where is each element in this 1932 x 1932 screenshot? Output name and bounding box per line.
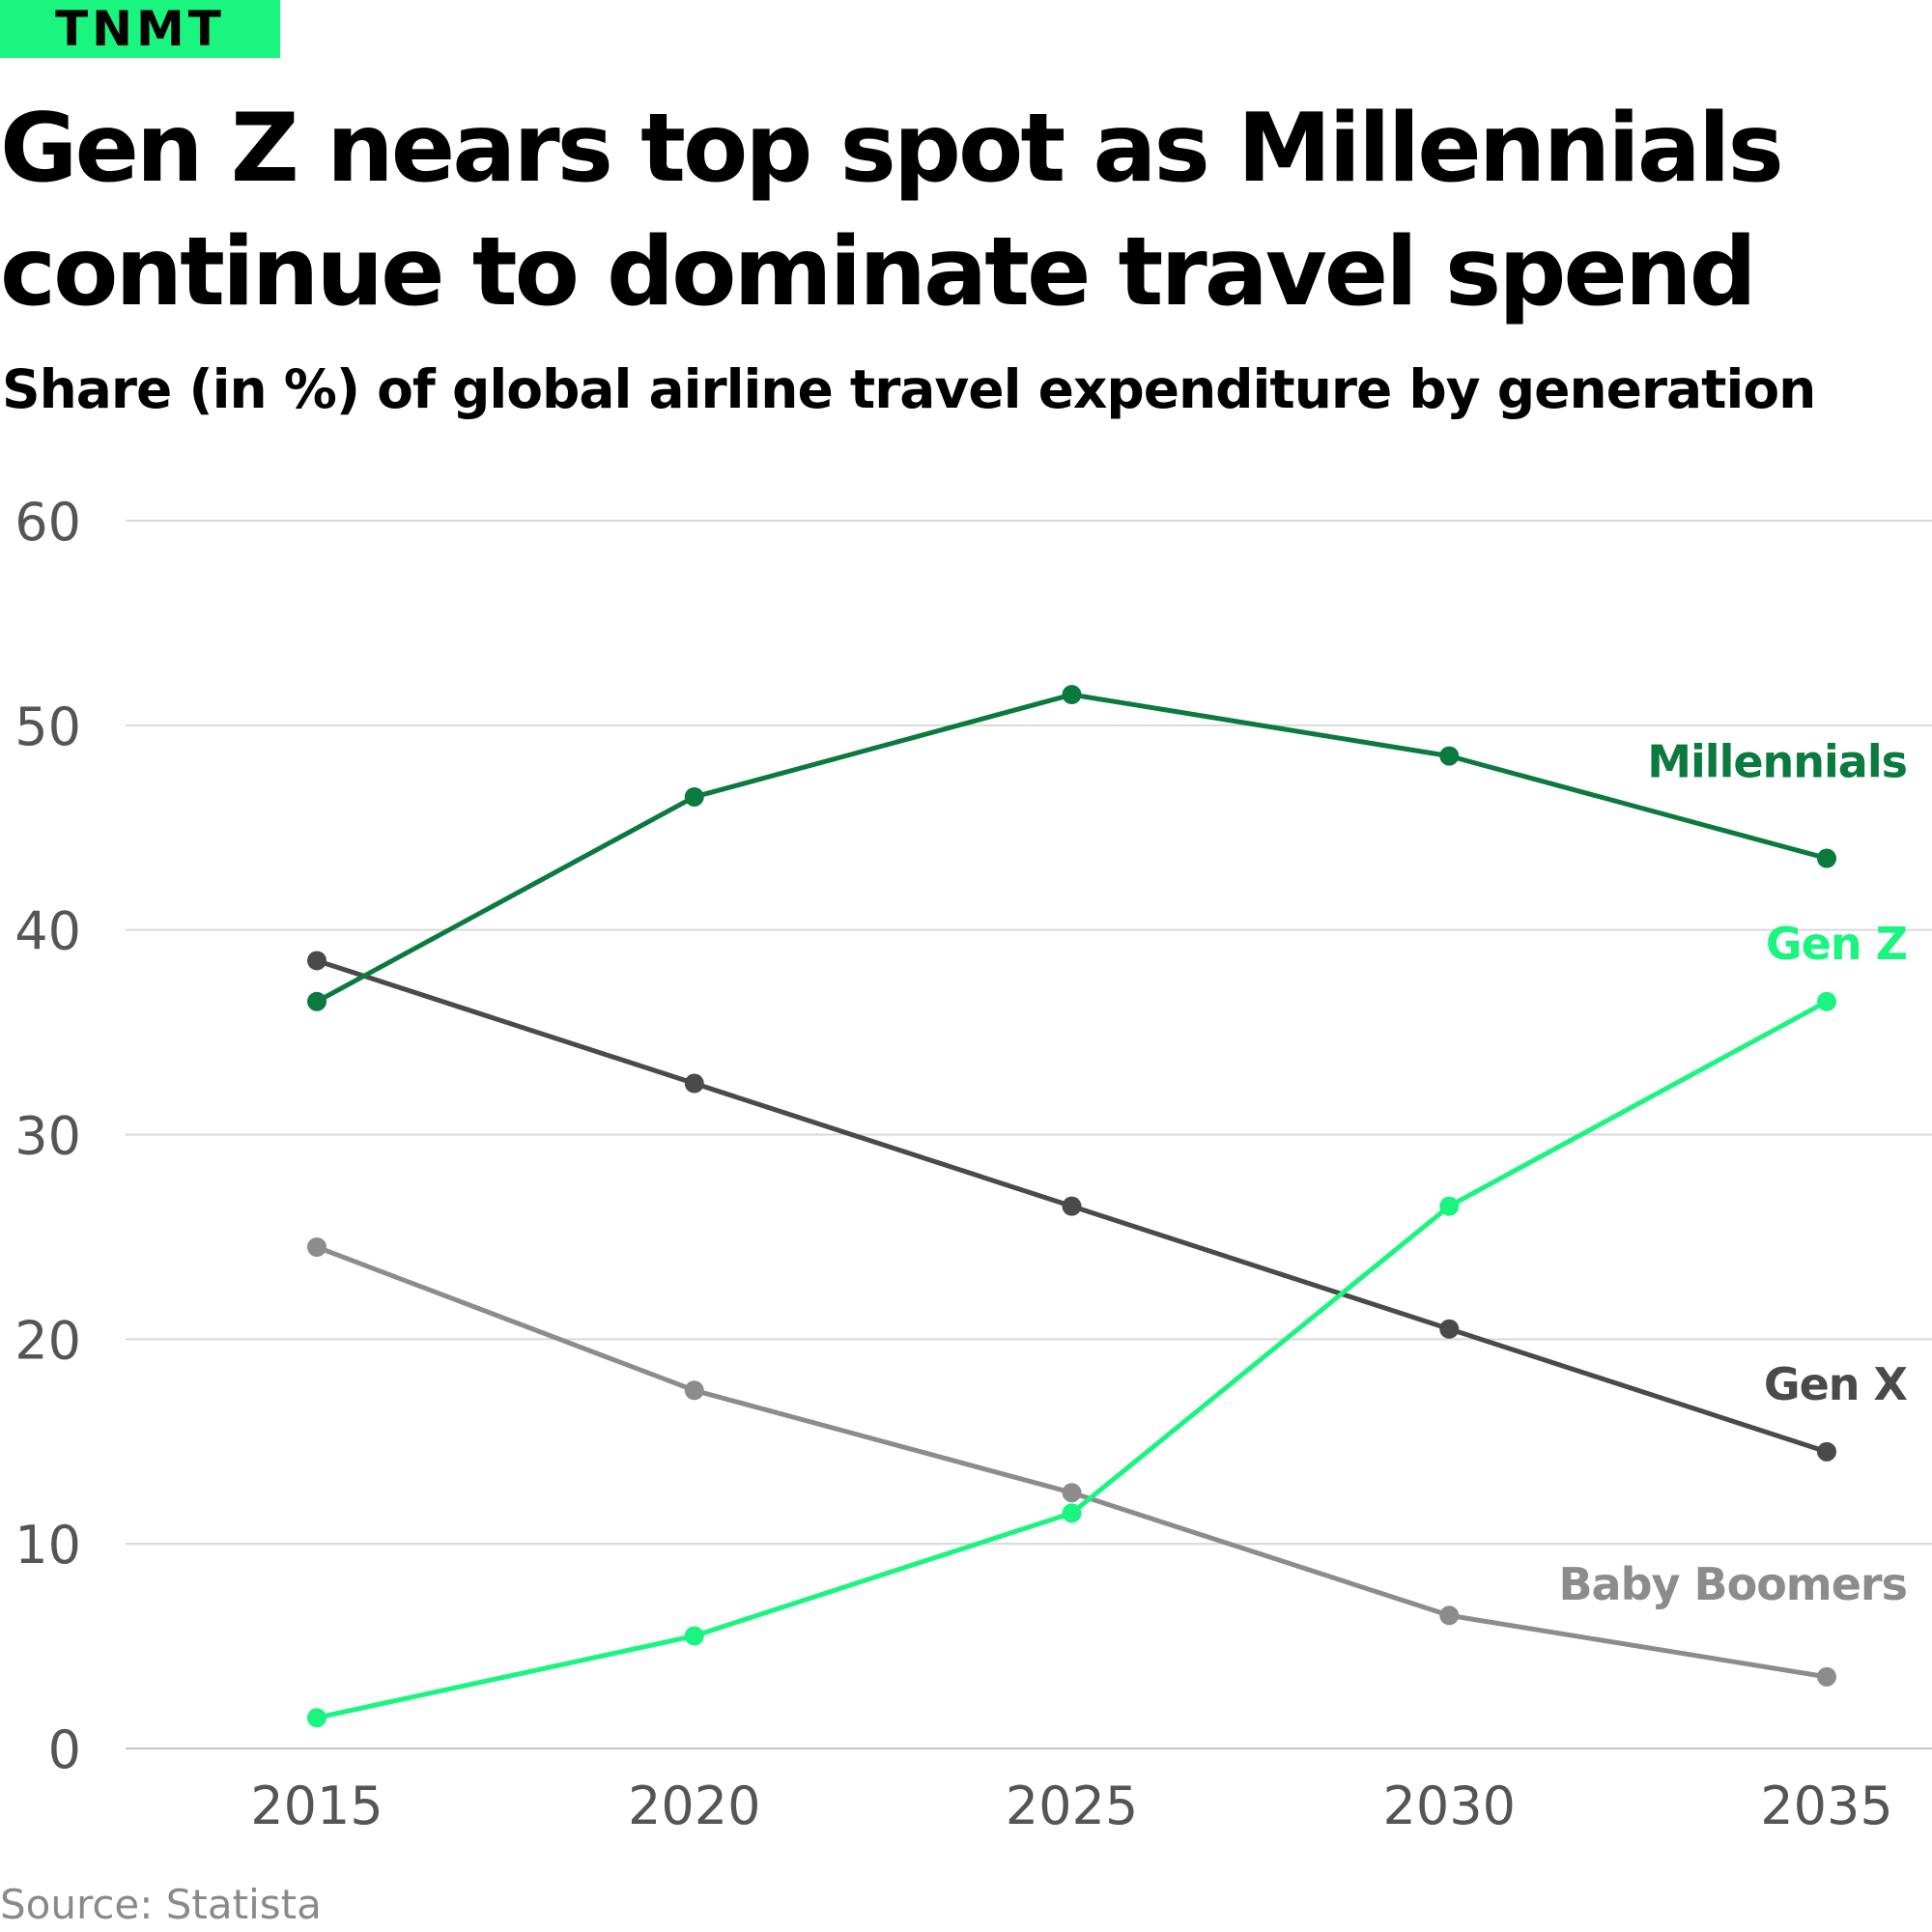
y-tick-label-50: 50 [14, 696, 81, 757]
data-point-baby-boomers-2035 [1817, 1666, 1836, 1687]
brand-logo-text: TNMT [55, 1, 225, 57]
data-point-millennials-2015 [307, 991, 327, 1011]
data-point-gen-x-2025 [1062, 1196, 1082, 1216]
data-point-millennials-2035 [1817, 848, 1836, 868]
y-tick-label-30: 30 [14, 1106, 81, 1167]
x-tick-label-2020: 2020 [628, 1776, 760, 1836]
page-title: Gen Z nears top spot as Millennials cont… [0, 94, 1784, 327]
y-tick-label-20: 20 [14, 1310, 81, 1371]
data-point-gen-x-2030 [1439, 1319, 1460, 1339]
y-tick-label-40: 40 [14, 901, 81, 962]
series-line-millennials [314, 692, 1830, 1005]
data-point-baby-boomers-2020 [684, 1380, 704, 1401]
data-point-gen-x-2035 [1817, 1441, 1836, 1462]
x-tick-label-2030: 2030 [1383, 1776, 1516, 1836]
data-point-gen-z-2015 [307, 1708, 327, 1728]
x-tick-label-2025: 2025 [1006, 1776, 1138, 1836]
series-label-baby-boomers: Baby Boomers [1559, 1558, 1908, 1610]
data-point-gen-z-2025 [1062, 1503, 1082, 1523]
x-tick-label-2015: 2015 [250, 1776, 383, 1836]
chart-subtitle: Share (in %) of global airline travel ex… [2, 358, 1816, 420]
series-label-gen-z: Gen Z [1766, 918, 1907, 970]
data-point-gen-z-2030 [1439, 1196, 1460, 1216]
data-point-gen-x-2015 [307, 951, 327, 971]
data-point-gen-z-2035 [1817, 991, 1836, 1011]
series-line-baby-boomers [314, 1244, 1830, 1680]
data-point-millennials-2020 [684, 786, 704, 807]
brand-logo: TNMT [0, 0, 280, 58]
series-line-gen-z [314, 999, 1830, 1720]
data-point-millennials-2030 [1439, 746, 1460, 766]
data-point-baby-boomers-2025 [1062, 1483, 1082, 1503]
source-note: Source: Statista [0, 1881, 322, 1928]
data-point-baby-boomers-2015 [307, 1237, 327, 1258]
data-point-gen-z-2020 [684, 1626, 704, 1646]
y-tick-label-10: 10 [14, 1515, 81, 1576]
y-tick-label-60: 60 [14, 492, 81, 553]
x-tick-label-2035: 2035 [1760, 1776, 1892, 1836]
series-label-gen-x: Gen X [1764, 1358, 1908, 1410]
data-point-millennials-2025 [1062, 685, 1082, 705]
series-label-millennials: Millennials [1647, 736, 1907, 788]
y-tick-label-0: 0 [48, 1719, 81, 1780]
data-point-baby-boomers-2030 [1439, 1605, 1460, 1626]
data-point-gen-x-2020 [684, 1073, 704, 1094]
